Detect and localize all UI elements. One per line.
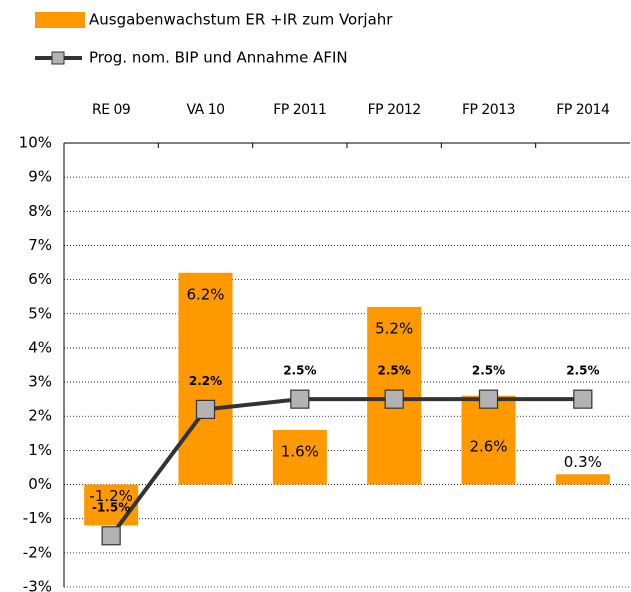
line-marker [290,389,310,409]
y-tick-label: 3% [28,373,52,391]
bar [555,474,610,485]
line-marker [101,526,121,546]
x-tick-label: FP 2014 [556,102,610,118]
y-tick-label: 7% [28,236,52,254]
line-marker [195,399,216,419]
bar-value-label: 0.3% [564,453,602,471]
line-marker [573,389,593,409]
y-tick-label: 0% [28,475,52,493]
bar [272,429,327,485]
bar-value-label: 5.2% [375,319,413,337]
legend-swatch [35,12,85,28]
line-value-label: 2.5% [378,364,411,378]
line-value-label: -1.5% [92,500,130,514]
line [109,397,583,537]
x-tick-label: RE 09 [92,102,130,118]
y-tick-label: -3% [23,578,52,592]
bar-value-label: 2.6% [469,438,507,456]
y-tick-label: 9% [28,168,52,186]
y-tick-label: 4% [28,338,52,356]
x-tick-label: FP 2012 [368,102,421,118]
bar [461,395,516,485]
line-value-label: 2.5% [472,364,505,378]
legend-label: Ausgabenwachstum ER +IR zum Vorjahr [89,11,393,29]
x-tick-label: FP 2013 [462,102,515,118]
legend-marker [51,51,65,65]
line-value-label: 2.2% [189,374,222,388]
y-tick-label: 1% [28,441,52,459]
y-tick-label: 8% [28,202,52,220]
line-marker [478,389,499,409]
line-value-label: 2.5% [566,364,599,378]
line-value-label: 2.5% [283,364,316,378]
line-marker [384,389,404,409]
y-tick-label: 5% [28,304,52,322]
x-tick-label: FP 2011 [273,102,326,118]
bar-value-label: 1.6% [281,442,319,460]
bar-value-label: -1.2% [89,487,133,505]
y-tick-label: -2% [23,543,52,561]
y-tick-label: 6% [28,270,52,288]
bar [178,272,233,485]
y-tick-label: 10% [19,134,52,152]
x-tick-label: VA 10 [186,102,224,118]
bar [84,484,139,526]
y-tick-label: -1% [23,509,52,527]
y-tick-label: 2% [28,407,52,425]
bar-value-label: 6.2% [186,285,224,303]
legend-label: Prog. nom. BIP und Annahme AFIN [89,49,348,67]
